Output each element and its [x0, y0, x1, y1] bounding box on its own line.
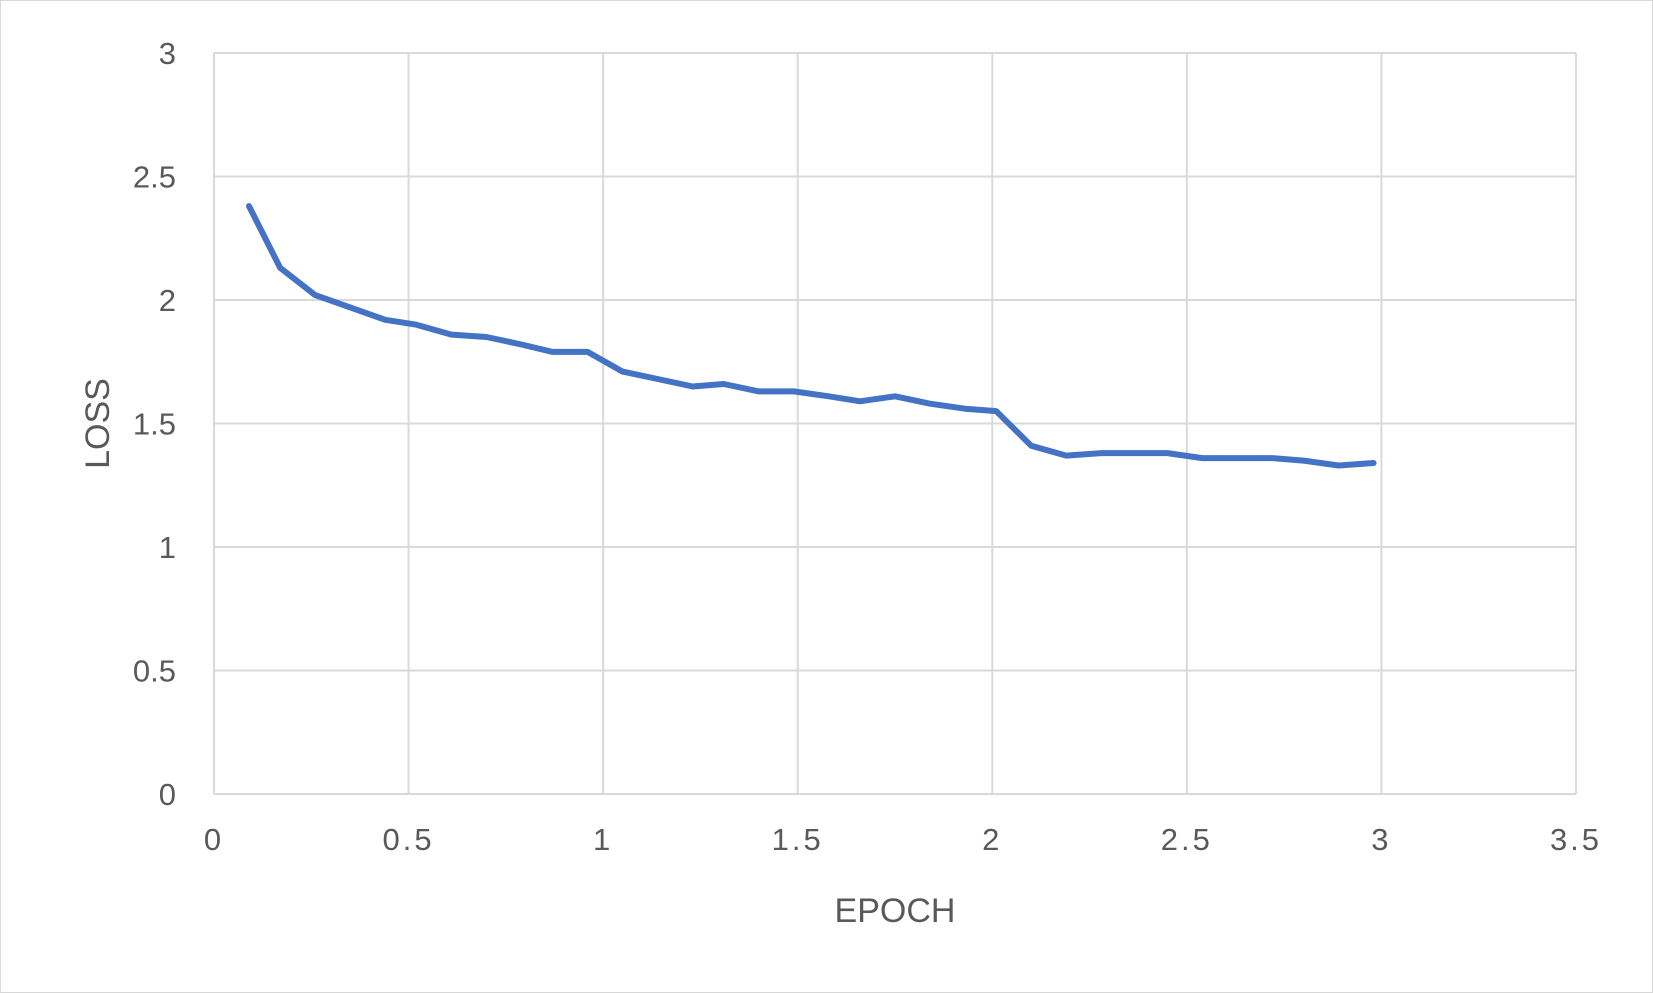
- x-tick-label: 1.5: [772, 822, 824, 857]
- x-tick-label: 3: [1371, 822, 1391, 857]
- gridlines: [213, 52, 1577, 795]
- y-tick-label: 1: [159, 530, 176, 565]
- y-axis-title: LOSS: [79, 378, 117, 469]
- y-tick-label: 3: [159, 36, 176, 71]
- y-tick-label: 2: [159, 283, 176, 318]
- x-tick-label: 1: [593, 822, 613, 857]
- y-tick-label: 1.5: [133, 407, 176, 442]
- x-tick-label: 2: [982, 822, 1002, 857]
- x-tick-label: 0: [204, 822, 224, 857]
- x-tick-label: 0.5: [383, 822, 435, 857]
- y-tick-label: 0: [159, 777, 176, 812]
- x-tick-label: 3.5: [1550, 822, 1602, 857]
- x-tick-label: 2.5: [1161, 822, 1213, 857]
- y-tick-label: 0.5: [133, 654, 176, 689]
- tick-labels: 0 0.5 1 1.5 2 2.5 3 0 0.5 1 1.5 2 2.5 3 3.5: [133, 36, 1602, 857]
- x-axis-title: EPOCH: [835, 892, 956, 930]
- series-layer: [246, 203, 1377, 469]
- loss-series-line: [246, 203, 1377, 469]
- y-tick-label: 2.5: [133, 160, 176, 195]
